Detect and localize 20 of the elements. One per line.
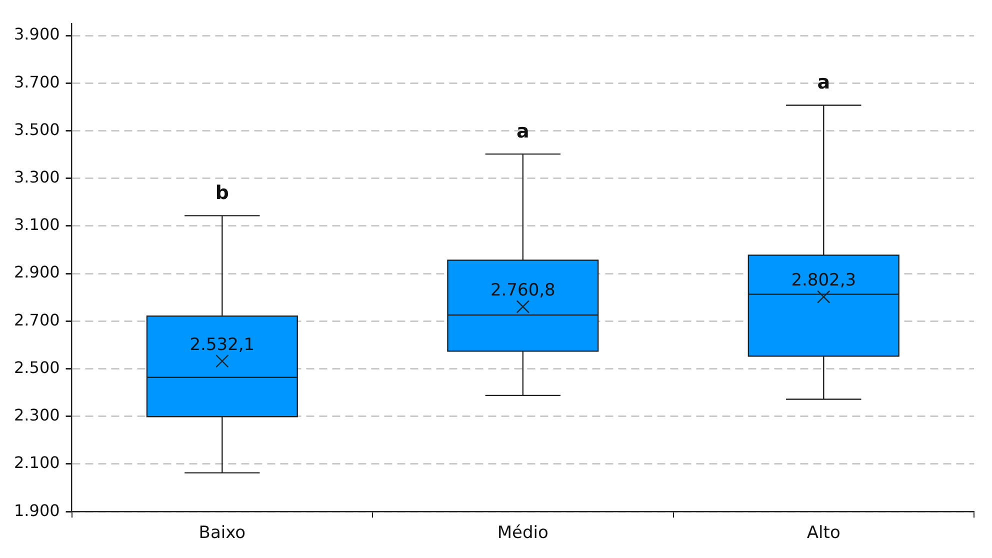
y-tick-label: 2.500 bbox=[14, 358, 60, 377]
y-tick-label: 2.900 bbox=[14, 262, 60, 282]
y-tick-label: 3.900 bbox=[14, 24, 60, 44]
annotation: a bbox=[516, 120, 530, 142]
y-tick-label: 3.500 bbox=[14, 120, 60, 139]
text: 2.802,3 bbox=[791, 270, 856, 291]
y-tick-label: 3.100 bbox=[14, 215, 60, 234]
y-tick-label: 3.300 bbox=[14, 167, 60, 186]
x-tick-label: Alto bbox=[806, 523, 840, 544]
text: 2.760,8 bbox=[490, 280, 556, 301]
x-tick-label: Médio bbox=[497, 523, 548, 544]
y-tick-label: 3.700 bbox=[14, 72, 60, 92]
text: 2.532,1 bbox=[190, 335, 255, 356]
y-tick-label: 2.300 bbox=[14, 406, 60, 425]
y-tick-label: 2.100 bbox=[14, 453, 60, 472]
y-tick-label: 2.700 bbox=[14, 310, 60, 330]
x-tick-label: Baixo bbox=[198, 523, 246, 544]
annotation: b bbox=[215, 182, 229, 204]
y-tick-label: 1.900 bbox=[14, 500, 60, 520]
annotation: a bbox=[817, 72, 830, 94]
